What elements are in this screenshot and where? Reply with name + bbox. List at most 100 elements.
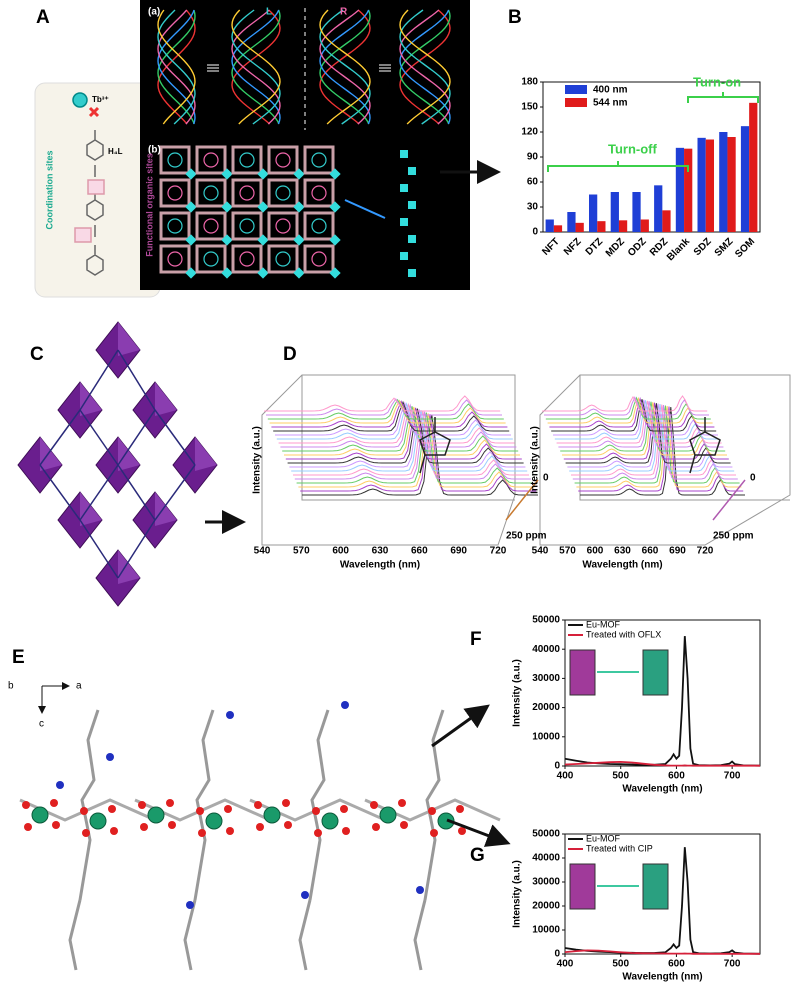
vial [642, 649, 669, 696]
pore [311, 218, 327, 234]
z-label: 250 ppm [506, 531, 547, 542]
bar [684, 148, 693, 232]
ligand-chain [298, 709, 330, 971]
node [185, 201, 197, 213]
x-tick-label: 630 [372, 546, 389, 557]
y-axis-title: Intensity (a.u.) [252, 426, 263, 494]
linker [154, 464, 196, 521]
oxygen [24, 823, 32, 831]
node [293, 234, 305, 246]
x-tick-label: SDZ [692, 236, 714, 258]
x-tick-label: ODZ [626, 236, 649, 259]
framework [267, 211, 299, 241]
spectrum [293, 410, 529, 476]
framework [267, 244, 299, 274]
oxygen [282, 799, 290, 807]
spectrum [284, 406, 520, 456]
polyhedron-face [195, 437, 217, 471]
y-tick-label: 90 [527, 152, 539, 163]
helix-strand [157, 9, 196, 125]
spectrum [558, 401, 724, 448]
annotation: Turn-on [693, 74, 741, 89]
polyhedron-face [155, 492, 177, 526]
linker [79, 349, 119, 411]
node [408, 269, 416, 277]
bar [567, 212, 576, 232]
pore [203, 218, 219, 234]
oxygen [50, 799, 58, 807]
y-tick-label: 20000 [532, 702, 560, 713]
equiv-sign [379, 64, 391, 72]
spectrum [551, 399, 717, 432]
bar [610, 192, 619, 232]
spectrum [294, 411, 531, 480]
bar [662, 210, 671, 232]
oxygen [140, 823, 148, 831]
axis-label: c [39, 719, 44, 730]
spectrum [580, 406, 745, 496]
node [400, 252, 408, 260]
nitrogen [226, 711, 234, 719]
spectrum [572, 405, 738, 480]
legend-label: Treated with OFLX [586, 629, 661, 639]
node [408, 167, 416, 175]
spectrum [269, 399, 506, 424]
x-tick-label: 660 [411, 546, 428, 557]
vial [569, 649, 596, 696]
oxygen [284, 821, 292, 829]
framework [267, 178, 299, 208]
pore [239, 152, 255, 168]
node [329, 201, 341, 213]
helix-strand [231, 9, 281, 125]
framework [267, 145, 299, 175]
pore [239, 185, 255, 201]
node [293, 168, 305, 180]
node [185, 267, 197, 279]
oxygen [430, 829, 438, 837]
spectrum [553, 399, 718, 436]
linker [39, 409, 81, 466]
helix-strand [319, 9, 371, 125]
node [221, 234, 233, 246]
pore [275, 185, 291, 201]
spectrum [571, 404, 736, 476]
oxygen [456, 805, 464, 813]
framework [159, 178, 191, 208]
bar [575, 222, 584, 232]
framework [231, 178, 263, 208]
metal-ion [437, 812, 455, 830]
oxygen [166, 799, 174, 807]
z-label: 250 ppm [713, 531, 754, 542]
linker [117, 519, 156, 579]
nitrogen [416, 886, 424, 894]
pore [275, 251, 291, 267]
oxygen [138, 801, 146, 809]
concentration-arrow [505, 479, 539, 521]
x-tick-label: 540 [254, 546, 271, 557]
oxygen [110, 827, 118, 835]
nitrogen [186, 901, 194, 909]
spectrum [556, 400, 722, 444]
side-text: Coordination sites [44, 150, 54, 229]
axis-label: a [76, 681, 82, 692]
spectrum [287, 408, 524, 464]
metal-ion [89, 812, 107, 830]
polyhedron-face [118, 322, 140, 356]
nitrogen [341, 701, 349, 709]
spectrum [544, 396, 709, 416]
helix-strand [319, 9, 371, 125]
linker [117, 349, 156, 411]
y-tick-label: 10000 [532, 925, 560, 936]
sub-label: (b) [148, 145, 161, 156]
y-tick-label: 0 [554, 949, 560, 960]
helix-strand [399, 9, 451, 125]
x-tick-label: 630 [614, 546, 631, 557]
pore [203, 185, 219, 201]
molecule [419, 417, 451, 474]
pore [311, 251, 327, 267]
x-tick-label: 600 [332, 546, 349, 557]
spectrum [578, 406, 744, 492]
metal-ion [205, 812, 223, 830]
